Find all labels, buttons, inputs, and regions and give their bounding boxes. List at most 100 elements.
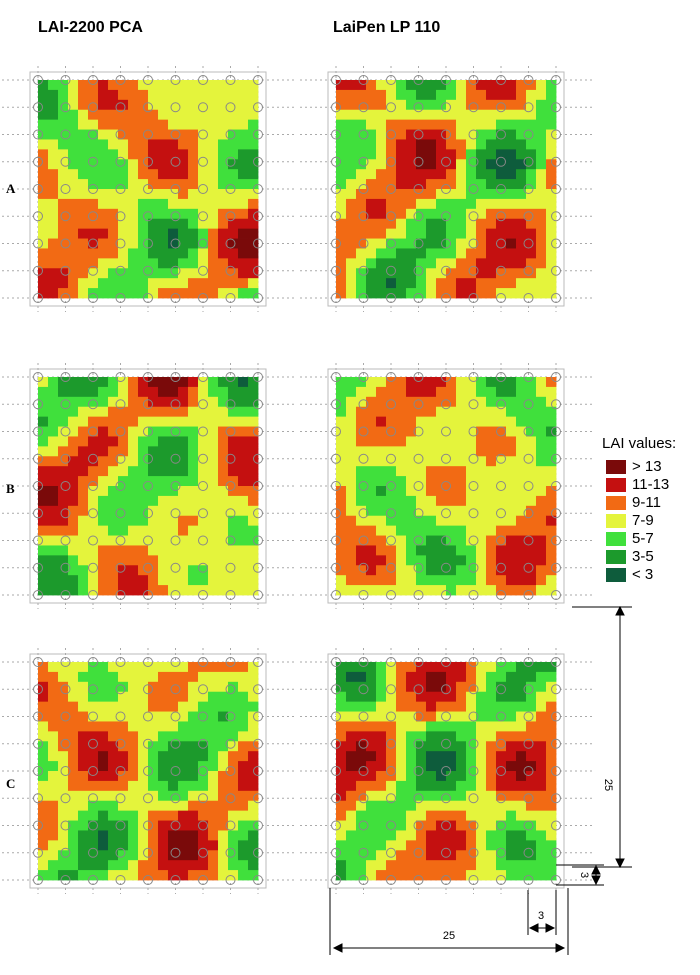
lai-cell	[68, 278, 79, 289]
sample-point	[551, 75, 561, 85]
sample-point	[413, 711, 424, 722]
lai-cell	[158, 671, 169, 683]
lai-cell	[38, 810, 49, 821]
lai-cell	[376, 228, 387, 239]
lai-cell	[546, 218, 557, 230]
lai-cell	[506, 860, 517, 871]
lai-cell	[218, 691, 229, 703]
lai-cell	[138, 159, 149, 170]
lai-cell	[128, 800, 139, 812]
lai-cell	[476, 870, 487, 881]
lai-cell	[238, 139, 249, 150]
lai-cell	[38, 436, 49, 447]
lai-cell	[536, 515, 547, 527]
lai-cell	[536, 109, 547, 121]
lai-cell	[218, 800, 229, 812]
lai-cell	[526, 248, 537, 259]
lai-cell	[496, 248, 507, 259]
lai-cell	[336, 99, 347, 111]
lai-cell	[346, 850, 357, 861]
lai-cell	[148, 119, 159, 130]
lai-cell	[68, 515, 79, 527]
lai-cell	[98, 850, 109, 861]
lai-cell	[536, 119, 547, 130]
lai-cell	[88, 238, 99, 249]
lai-cell	[168, 436, 179, 447]
sample-point	[88, 293, 98, 303]
lai-cell	[476, 701, 487, 712]
lai-cell	[486, 671, 497, 683]
lai-cell	[198, 466, 209, 477]
lai-cell	[38, 426, 49, 437]
lai-cell	[138, 386, 149, 398]
lai-cell	[546, 416, 557, 427]
lai-cell	[138, 505, 149, 517]
sample-point	[60, 238, 71, 249]
lai-cell	[516, 129, 527, 140]
sample-point	[33, 684, 43, 695]
lai-cell	[396, 426, 407, 437]
sample-point	[253, 590, 263, 600]
lai-cell	[456, 790, 467, 802]
sample-point	[358, 481, 369, 491]
lai-cell	[218, 810, 229, 821]
lai-cell	[376, 840, 387, 851]
lai-cell	[386, 99, 397, 111]
lai-cell	[486, 228, 497, 239]
lai-cell	[118, 456, 129, 467]
lai-cell	[68, 426, 79, 437]
lai-cell	[426, 476, 437, 487]
lai-cell	[188, 159, 199, 170]
lai-cell	[516, 268, 527, 279]
lai-cell	[168, 790, 179, 802]
lai-cell	[68, 870, 79, 881]
sample-point	[170, 426, 181, 437]
lai-cell	[526, 870, 537, 881]
lai-cell	[88, 149, 99, 160]
sample-point	[88, 238, 98, 249]
lai-cell	[336, 701, 347, 712]
lai-cell	[416, 771, 427, 782]
lai-cell	[516, 711, 527, 722]
lai-cell	[218, 711, 229, 722]
lai-cell	[486, 159, 497, 170]
lai-cell	[128, 258, 139, 269]
lai-cell	[168, 386, 179, 398]
lai-cell	[386, 436, 397, 447]
lai-cell	[466, 525, 477, 536]
lai-cell	[336, 218, 347, 230]
lai-cell	[238, 840, 249, 851]
lai-cell	[526, 377, 537, 388]
sample-point	[496, 562, 506, 573]
lai-cell	[396, 218, 407, 230]
lai-cell	[406, 671, 417, 683]
lai-cell	[386, 159, 397, 170]
lai-cell	[396, 575, 407, 586]
lai-cell	[88, 701, 99, 712]
lai-cell	[68, 575, 79, 586]
lai-cell	[396, 820, 407, 831]
lai-cell	[148, 535, 159, 546]
lai-cell	[486, 80, 497, 91]
lai-cell	[436, 691, 447, 703]
lai-cell	[526, 555, 537, 566]
lai-cell	[336, 89, 347, 101]
sample-point	[413, 399, 424, 410]
lai-cell	[48, 268, 59, 279]
lai-cell	[486, 731, 497, 742]
legend-swatch	[606, 478, 626, 492]
lai-cell	[248, 169, 259, 180]
sample-point	[115, 875, 126, 885]
lai-cell	[38, 386, 49, 398]
lai-cell	[58, 761, 69, 772]
row-label: B	[6, 481, 15, 496]
lai-cell	[496, 505, 507, 517]
lai-cell	[178, 535, 189, 546]
lai-cell	[108, 830, 119, 841]
lai-cell	[88, 850, 99, 861]
lai-cell	[456, 800, 467, 812]
sample-point	[143, 453, 153, 464]
sample-point	[253, 562, 263, 573]
sample-point	[523, 562, 534, 573]
lai-cell	[426, 89, 437, 101]
